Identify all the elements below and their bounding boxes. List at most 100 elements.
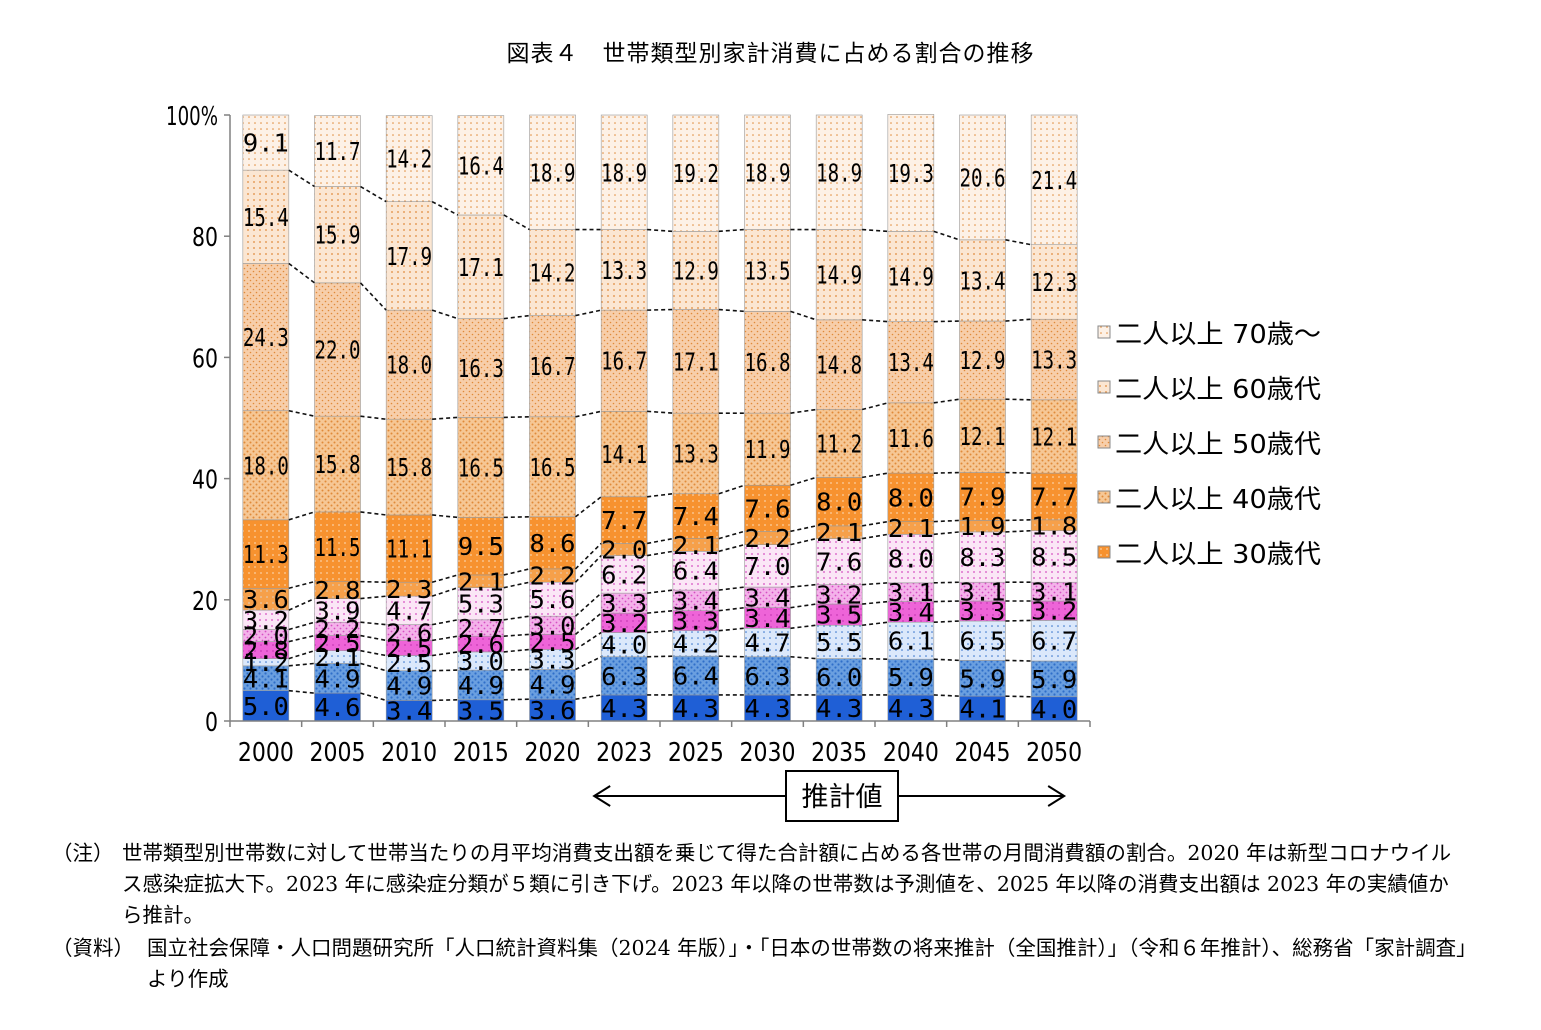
legend-label: 二人以上 50歳代	[1115, 430, 1321, 460]
bar-segment	[1030, 244, 1078, 320]
connector-line	[431, 200, 459, 216]
connector-line	[647, 410, 673, 414]
bar-segment	[887, 694, 935, 722]
bar-segment	[672, 493, 720, 539]
data-label: 14.2	[386, 145, 432, 174]
estimate-box	[785, 770, 899, 822]
connector-line	[718, 606, 745, 612]
data-label: 3.3	[601, 589, 647, 618]
connector-line	[933, 230, 960, 241]
legend-label: 二人以上 40歳代	[1115, 485, 1321, 515]
data-label: 12.3	[1031, 268, 1077, 297]
connector-line	[360, 692, 387, 702]
data-label: 3.0	[530, 611, 576, 640]
connector-line	[431, 309, 459, 320]
data-label: 18.9	[601, 158, 647, 187]
data-label: 22.0	[315, 336, 361, 365]
connector-line	[359, 282, 387, 311]
legend-swatch	[1097, 435, 1111, 449]
legend-swatch	[1097, 380, 1111, 394]
connector-line	[288, 597, 315, 611]
bar-segment	[529, 516, 576, 570]
data-label: 3.9	[315, 596, 361, 625]
data-label: 17.1	[673, 347, 719, 376]
data-label: 2.5	[530, 628, 576, 657]
data-label: 4.3	[601, 694, 647, 723]
data-label: 5.0	[243, 692, 289, 721]
connector-line	[1005, 471, 1032, 474]
connector-line	[503, 615, 530, 621]
data-label: 18.9	[816, 158, 862, 187]
data-label: 15.8	[315, 450, 361, 479]
bar-segment	[815, 114, 863, 230]
data-label: 3.2	[243, 606, 289, 635]
connector-line	[933, 620, 960, 624]
data-label: 7.6	[745, 494, 791, 523]
data-label: 19.3	[888, 159, 934, 188]
x-tick-label: 2020	[525, 738, 581, 768]
data-label: 7.4	[673, 502, 719, 531]
connector-line	[647, 589, 673, 594]
data-label: 6.4	[673, 557, 719, 586]
data-label: 16.8	[745, 348, 791, 377]
connector-line	[431, 586, 459, 597]
connector-line	[933, 471, 960, 474]
arrow-head-right	[1047, 785, 1067, 807]
data-label: 12.1	[960, 422, 1006, 451]
data-label: 5.9	[960, 664, 1006, 693]
connector-line	[933, 320, 960, 323]
connector-line	[432, 514, 458, 519]
connector-line	[862, 228, 888, 233]
connector-line	[432, 635, 458, 642]
connector-line	[1005, 659, 1032, 662]
connector-line	[503, 581, 530, 589]
bar-segment	[1030, 620, 1078, 662]
connector-line	[933, 519, 960, 523]
bar-segment	[600, 496, 648, 544]
data-label: 2.0	[601, 536, 647, 565]
connector-line	[933, 581, 960, 584]
connector-line	[790, 583, 817, 588]
data-label: 17.9	[386, 242, 432, 271]
bar-segment	[744, 484, 791, 532]
connector-line	[862, 582, 888, 586]
connector-line	[718, 655, 745, 658]
data-label: 3.1	[888, 578, 934, 607]
data-label: 18.9	[745, 158, 791, 187]
data-label: 21.4	[1031, 166, 1077, 195]
x-tick-label: 2015	[453, 738, 509, 768]
connector-line	[647, 308, 673, 311]
bar-segment	[672, 309, 720, 414]
data-label: 5.9	[1031, 665, 1077, 694]
x-tick-label: 2000	[238, 738, 294, 768]
data-label: 12.9	[673, 256, 719, 285]
data-label: 9.1	[243, 129, 289, 158]
data-label: 8.0	[888, 545, 934, 574]
connector-lines	[288, 169, 1032, 702]
data-label: 6.4	[673, 662, 719, 691]
connector-line	[718, 308, 745, 313]
data-label: 4.6	[315, 693, 361, 722]
data-label: 1.9	[960, 512, 1006, 541]
data-label: 3.3	[530, 645, 576, 674]
data-label: 2.2	[315, 615, 361, 644]
connector-line	[1005, 695, 1032, 698]
data-label: 6.5	[960, 627, 1006, 656]
data-label: 6.3	[601, 662, 647, 691]
data-label: 2.5	[386, 649, 432, 678]
bar-segment	[672, 231, 720, 310]
connector-line	[503, 568, 530, 576]
bar-segment	[242, 690, 290, 722]
connector-line	[432, 651, 458, 657]
connector-line	[574, 555, 602, 583]
bar-segment	[242, 519, 290, 589]
data-label: 18.0	[243, 451, 289, 480]
bar-segment	[314, 282, 361, 417]
bar-segment	[314, 692, 361, 722]
data-label: 13.3	[673, 439, 719, 468]
bar-segment	[457, 517, 505, 576]
chart-title: 図表４ 世帯類型別家計消費に占める割合の推移	[506, 41, 1035, 67]
connector-line	[360, 595, 387, 600]
